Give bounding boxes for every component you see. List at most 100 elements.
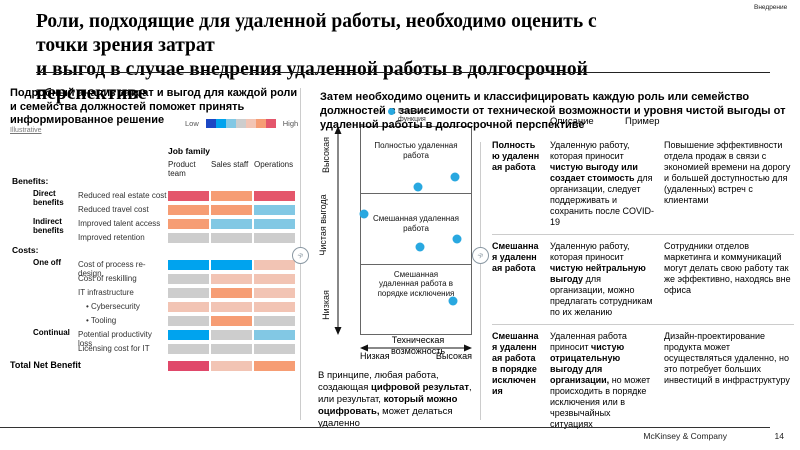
- heatmap-legend: Low High: [185, 119, 298, 128]
- band-mixed-remote: Смешанная удаленная работа: [361, 194, 471, 265]
- heatmap-cell: [254, 205, 295, 215]
- heatmap-column-header: Product team: [168, 160, 196, 178]
- heatmap-cell: [254, 288, 295, 298]
- text-segment: , или результат,: [318, 382, 472, 405]
- feasibility-benefit-chart: Роль или функция Высокая Чистая выгода Н…: [316, 104, 486, 444]
- heatmap-column-header: Sales staff: [211, 160, 249, 169]
- heatmap-cell: [254, 219, 295, 229]
- heatmap-row: Cost of reskilling: [10, 272, 302, 286]
- heatmap-row-label: Licensing cost for IT: [78, 344, 150, 353]
- heatmap-cell: [211, 191, 252, 201]
- expand-left-panel-button[interactable]: »: [292, 247, 309, 264]
- heatmap-cell: [211, 344, 252, 354]
- legend-high-label: High: [282, 119, 299, 128]
- title-line: и выгод в случае внедрения удаленной раб…: [36, 59, 588, 80]
- text-segment: Удаленную работу, которая приносит: [550, 140, 630, 161]
- heatmap-row-label: Cost of reskilling: [78, 274, 137, 283]
- text-segment: который можно оцифровать,: [318, 394, 458, 417]
- heatmap-cell: [168, 233, 209, 243]
- heatmap-cell: [168, 191, 209, 201]
- heatmap-column-headers: Product team Sales staff Operations: [168, 160, 297, 178]
- example-column-header: Пример: [625, 116, 660, 127]
- data-point-dot: [415, 242, 425, 252]
- role-dot-icon: [388, 108, 395, 115]
- heatmap-row: Improved retention: [10, 231, 302, 245]
- x-axis-high-label: Высокая: [435, 351, 472, 361]
- heatmap-row-label: • Cybersecurity: [86, 302, 140, 311]
- data-point-dot: [359, 209, 369, 219]
- legend-color-scale: [205, 119, 276, 128]
- heatmap-group-label: Direct benefits: [33, 189, 64, 207]
- heatmap-row: Continual Potential productivity loss: [10, 328, 302, 348]
- title-divider: [36, 72, 770, 73]
- text-segment: для организации, следует поддерживать и …: [550, 173, 654, 227]
- classification-table-rows: Полностью удаленная работа Удаленную рабо…: [492, 134, 794, 436]
- row-description: Удаленную работу, которая приносит чисту…: [550, 241, 654, 318]
- heatmap-row: Direct benefits Reduced real estate cost: [10, 189, 302, 206]
- legend-color-block: [235, 119, 246, 128]
- heatmap-cell: [168, 274, 209, 284]
- double-chevron-icon: »: [475, 249, 486, 262]
- y-axis-high-label: Высокая: [321, 136, 331, 174]
- x-axis-title: Техническая возможность: [390, 335, 446, 356]
- heatmap-row-label: Cost of process re-design: [78, 260, 146, 278]
- heatmap-row-label: Improved retention: [78, 233, 145, 242]
- title-line: точки зрения затрат: [36, 35, 215, 56]
- row-description: Удаленная работа приносит чистую отрицат…: [550, 331, 654, 430]
- heatmap-section-label: Costs:: [12, 245, 39, 255]
- heatmap-row-label: • Tooling: [86, 316, 117, 325]
- heatmap-cell: [211, 316, 252, 326]
- heatmap-cell: [168, 205, 209, 215]
- y-axis-arrow: [334, 126, 342, 335]
- page-number: 14: [774, 431, 784, 441]
- chart-legend: Роль или функция: [388, 108, 448, 124]
- chart-footnote: В принципе, любая работа, создающая цифр…: [318, 370, 488, 430]
- text-segment: для организации, можно предлагать сотруд…: [550, 274, 653, 317]
- band-remote-by-exception: Смешанная удаленная работа в порядке иск…: [361, 265, 471, 334]
- chart-plot-area: Полностью удаленная работа Смешанная уда…: [359, 126, 472, 335]
- text-segment: но может происходить в порядке исключени…: [550, 375, 651, 429]
- heatmap-cell: [254, 316, 295, 326]
- legend-color-block: [225, 119, 236, 128]
- description-column-header: Описание: [550, 116, 594, 127]
- row-description: Удаленную работу, которая приносит чисту…: [550, 140, 654, 228]
- heatmap-row: One off Cost of process re-design: [10, 258, 302, 278]
- heatmap-cell: [211, 260, 252, 270]
- table-row: Полностью удаленная работа Удаленную рабо…: [492, 134, 794, 234]
- footer-divider: [0, 427, 770, 428]
- heatmap-cell: [254, 302, 295, 312]
- row-example: Дизайн-проектирование продукта может осу…: [664, 331, 790, 385]
- band-label: Полностью удаленная работа: [374, 141, 458, 160]
- corner-tag: Внедрение: [754, 4, 788, 11]
- y-axis-low-label: Низкая: [321, 290, 331, 320]
- heatmap-cell: [254, 344, 295, 354]
- heatmap-row-label: Reduced real estate cost: [78, 191, 167, 200]
- x-axis-labels: Низкая Высокая: [360, 351, 472, 361]
- heatmap-row: • Cybersecurity: [10, 300, 302, 314]
- heatmap-cell: [168, 316, 209, 326]
- text-segment: В принципе, любая работа, создающая: [318, 370, 439, 393]
- heatmap-row-label: IT infrastructure: [78, 288, 134, 297]
- text-segment: цифровой результат: [371, 382, 469, 393]
- heatmap-column-header: Operations: [254, 160, 294, 169]
- legend-color-block: [205, 119, 216, 128]
- page-title: Роли, подходящие для удаленной работы, н…: [36, 10, 766, 106]
- text-segment: Удаленную работу, которая приносит: [550, 241, 630, 262]
- text-segment: чистую нейтральную выгоду: [550, 263, 646, 284]
- cost-benefit-heatmap: Benefits: Direct benefits Reduced real est…: [10, 176, 302, 373]
- row-example: Повышение эффективности отдела продаж в …: [664, 140, 791, 205]
- heatmap-cell: [168, 260, 209, 270]
- data-point-dot: [413, 182, 423, 192]
- heatmap-row-label: Potential productivity loss: [78, 330, 152, 348]
- footer-brand: McKinsey & Company: [643, 431, 727, 441]
- heatmap-row: • Tooling: [10, 314, 302, 328]
- expand-middle-panel-button[interactable]: »: [472, 247, 489, 264]
- x-axis-low-label: Низкая: [360, 351, 390, 361]
- legend-color-block: [245, 119, 256, 128]
- heatmap-cell: [254, 361, 295, 371]
- y-axis-title: Чистая выгода: [318, 194, 328, 256]
- data-point-dot: [450, 172, 459, 182]
- band-label: Смешанная удаленная работа в порядке иск…: [377, 269, 455, 298]
- left-intro-text: Подробный анализ затрат и выгод для кажд…: [10, 87, 298, 126]
